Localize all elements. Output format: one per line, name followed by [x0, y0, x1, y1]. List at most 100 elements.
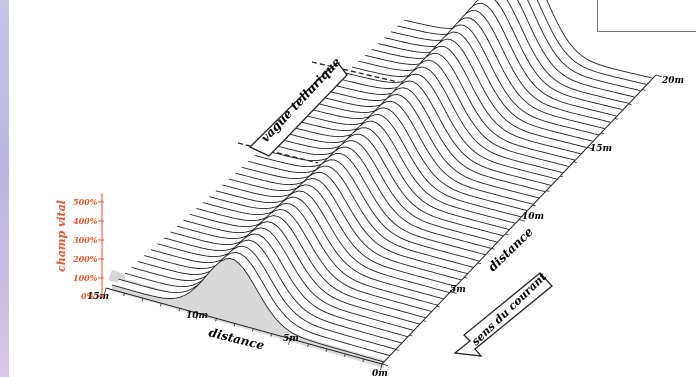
wave-profile-line [137, 233, 408, 338]
wave-profile-line [293, 80, 551, 186]
front-axis-tick [380, 363, 383, 371]
front-axis-tick [141, 298, 144, 302]
depth-axis-tick [422, 320, 427, 322]
depth-tick-label: 5m [450, 285, 466, 295]
front-axis-tick [215, 318, 217, 322]
front-axis-line [105, 287, 383, 365]
depth-axis-title: distance [485, 224, 536, 274]
vital-tick-label: 200% [72, 254, 98, 264]
front-tick-label: 0m [372, 369, 388, 377]
front-axis-tick [233, 323, 236, 327]
depth-axis-tick [450, 291, 457, 294]
front-axis-tick [160, 303, 162, 307]
depth-axis-tick [601, 132, 605, 135]
wave-profile-line [215, 159, 480, 262]
depth-axis-ticks [381, 74, 663, 367]
depth-axis-tick [628, 103, 632, 106]
vital-tick-label: 400% [73, 216, 98, 226]
wave-marker-line [311, 61, 399, 83]
wave-label-arrow [248, 62, 348, 157]
wave-profile-line [274, 100, 534, 205]
window-edge-strip [0, 0, 9, 377]
depth-axis-tick [587, 146, 594, 150]
wave-profile-line [345, 24, 599, 136]
wave-profile-fill [112, 258, 384, 368]
corner-frame [597, 0, 696, 32]
vital-axis-title: champ vital [55, 200, 68, 272]
depth-axis-tick [614, 117, 619, 120]
wave-profile-line [384, 0, 635, 98]
vital-tick-label: 500% [73, 197, 98, 207]
wave-profile-line [131, 239, 403, 344]
wave-profile-line [300, 73, 557, 180]
depth-axis-tick [518, 219, 526, 222]
wave-profile-line [332, 38, 587, 148]
front-axis-tick [325, 348, 328, 352]
front-axis-tick [123, 292, 125, 297]
wave-profile-line [189, 184, 456, 287]
vital-tick-label: 0% [81, 291, 95, 301]
current-label: sens du courant [469, 270, 549, 348]
wave-profile-line [157, 215, 426, 319]
front-axis-tick [270, 333, 272, 337]
depth-axis-tick [409, 334, 413, 337]
front-tick-label: 10m [186, 311, 208, 321]
wave-profile-line [280, 94, 539, 199]
depth-tick-label: 10m [522, 212, 544, 222]
wave-profile-line [150, 221, 420, 325]
wave-profile-line [325, 45, 581, 155]
vital-axis-ticks [98, 201, 104, 297]
wave-curves [111, 0, 653, 368]
wave-profile-line [228, 146, 492, 249]
wave-profile-line [118, 251, 391, 357]
depth-axis-tick [395, 349, 399, 351]
wave-profile-line [364, 2, 617, 117]
wave-profile-line [319, 52, 575, 161]
front-axis-tick [307, 343, 309, 347]
depth-axis-tick [532, 204, 536, 207]
wave-profile-line [358, 10, 611, 123]
depth-axis-tick [573, 161, 577, 163]
wave-profile-line [111, 258, 385, 363]
depth-axis-tick [546, 190, 550, 192]
wave-profile-line [248, 127, 510, 230]
front-tick-label: 5m [283, 334, 299, 344]
wave-profile-line [267, 107, 528, 211]
vital-tick-label: 100% [73, 273, 98, 283]
depth-tick-label: 20m [661, 76, 684, 86]
wave-profile-line [403, 0, 653, 79]
wave-profile-line [371, 0, 623, 111]
depth-axis-tick [505, 233, 509, 236]
depth-axis-tick [436, 305, 440, 308]
front-axis-tick [288, 338, 291, 345]
wave-profile-line [170, 202, 438, 306]
depth-axis-tick [559, 175, 564, 178]
wave-profile-line [196, 178, 462, 281]
vital-tick-label: 300% [73, 235, 98, 245]
wave-profile-line [209, 165, 474, 268]
depth-axis-tick [491, 248, 495, 250]
front-axis-tick [104, 287, 107, 295]
front-axis-ticks [104, 287, 383, 371]
wave-profile-line [183, 190, 450, 294]
front-axis-tick [178, 308, 180, 312]
wave-profile-line [338, 31, 593, 142]
current-arrow [453, 272, 553, 357]
depth-axis-tick [642, 89, 646, 91]
front-tick-label: 15m [87, 292, 109, 302]
depth-axis-tick [655, 74, 663, 78]
wave-profile-line [377, 0, 629, 104]
wave-profile-line [390, 0, 641, 92]
depth-axis-tick [381, 363, 389, 367]
wave-profile-line [241, 133, 504, 237]
wave-marker-line [237, 142, 319, 164]
wave-profile-line [235, 140, 498, 243]
wave-profile-line [351, 17, 605, 129]
wave-profile-line [306, 66, 563, 174]
wave-profile-line [254, 120, 516, 224]
depth-axis-tick [477, 262, 482, 265]
wave-profile-line [287, 87, 545, 193]
wave-profile-line [176, 196, 444, 300]
